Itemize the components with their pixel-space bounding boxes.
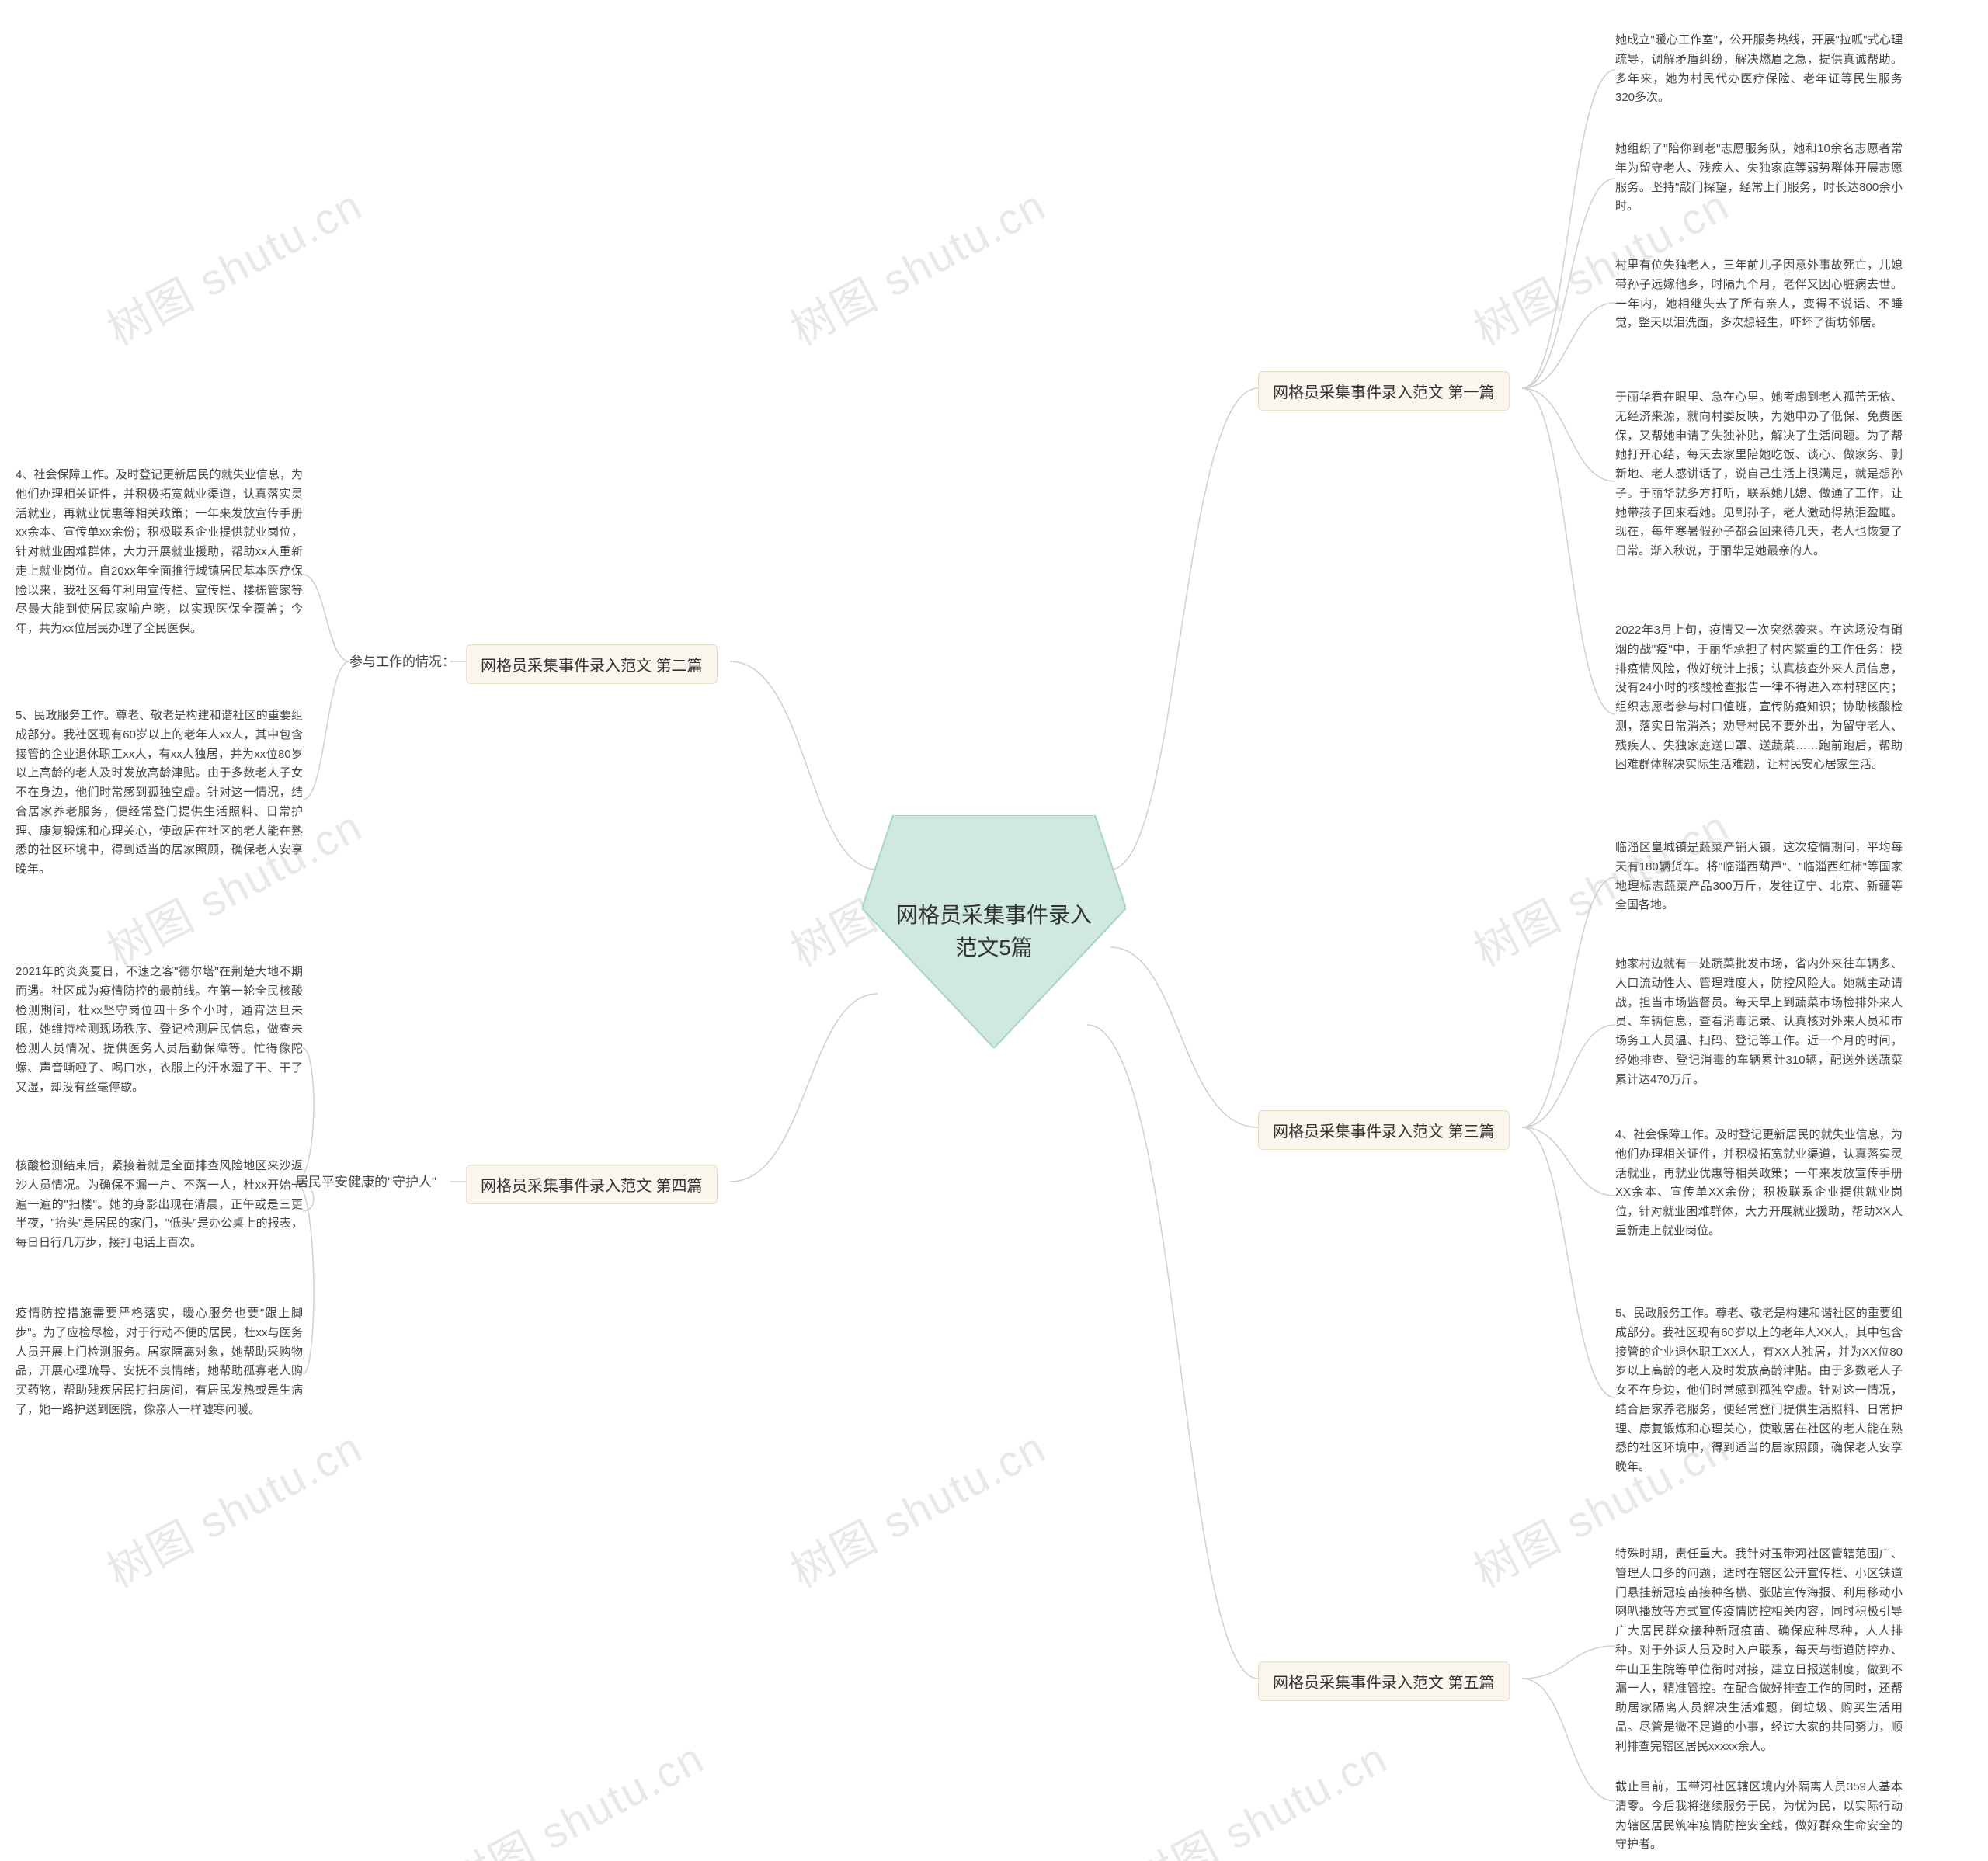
center-label: 网格员采集事件录入范文5篇	[862, 899, 1126, 964]
leaf-node[interactable]: 2022年3月上旬，疫情又一次突然袭来。在这场没有硝烟的战"疫"中，于丽华承担了…	[1615, 621, 1903, 775]
leaf-node[interactable]: 于丽华看在眼里、急在心里。她考虑到老人孤苦无依、无经济来源，就向村委反映，为她申…	[1615, 388, 1903, 561]
branch-title-5[interactable]: 网格员采集事件录入范文 第五篇	[1258, 1661, 1510, 1701]
branch-title-1[interactable]: 网格员采集事件录入范文 第一篇	[1258, 371, 1510, 411]
leaf-node[interactable]: 5、民政服务工作。尊老、敬老是构建和谐社区的重要组成部分。我社区现有60岁以上的…	[1615, 1304, 1903, 1477]
watermark: 树图 shutu.cn	[436, 1724, 714, 1861]
leaf-node[interactable]: 4、社会保障工作。及时登记更新居民的就失业信息，为他们办理相关证件，并积极拓宽就…	[16, 466, 303, 639]
sub-label-2[interactable]: 参与工作的情况：	[349, 651, 455, 670]
leaf-node[interactable]: 临淄区皇城镇是蔬菜产销大镇，这次疫情期间，平均每天有180辆货车。将"临淄西葫芦…	[1615, 838, 1903, 915]
leaf-node[interactable]: 她成立"暖心工作室"，公开服务热线，开展"拉呱"式心理疏导，调解矛盾纠纷，解决燃…	[1615, 31, 1903, 108]
sub-label-4[interactable]: 居民平安健康的"守护人"	[295, 1171, 436, 1190]
leaf-node[interactable]: 截止目前，玉带河社区辖区境内外隔离人员359人基本清零。今后我将继续服务于民，为…	[1615, 1778, 1903, 1855]
branch-title-3[interactable]: 网格员采集事件录入范文 第三篇	[1258, 1110, 1510, 1150]
leaf-node[interactable]: 核酸检测结束后，紧接着就是全面排查风险地区来沙返沙人员情况。为确保不漏一户、不落…	[16, 1157, 303, 1253]
branch-title-4[interactable]: 网格员采集事件录入范文 第四篇	[466, 1165, 718, 1204]
watermark: 树图 shutu.cn	[1120, 1724, 1397, 1861]
branch-title-2[interactable]: 网格员采集事件录入范文 第二篇	[466, 644, 718, 684]
leaf-node[interactable]: 她家村边就有一处蔬菜批发市场，省内外来往车辆多、人口流动性大、管理难度大，防控风…	[1615, 955, 1903, 1089]
leaf-node[interactable]: 5、民政服务工作。尊老、敬老是构建和谐社区的重要组成部分。我社区现有60岁以上的…	[16, 707, 303, 880]
leaf-node[interactable]: 特殊时期，责任重大。我针对玉带河社区管辖范围广、管理人口多的问题，适时在辖区公开…	[1615, 1545, 1903, 1756]
leaf-node[interactable]: 疫情防控措施需要严格落实，暖心服务也要"跟上脚步"。为了应检尽检，对于行动不便的…	[16, 1304, 303, 1420]
center-node[interactable]: 网格员采集事件录入范文5篇	[862, 815, 1126, 1048]
leaf-node[interactable]: 村里有位失独老人，三年前儿子因意外事故死亡，儿媳带孙子远嫁他乡，时隔九个月，老伴…	[1615, 256, 1903, 333]
watermark: 树图 shutu.cn	[778, 171, 1055, 358]
watermark: 树图 shutu.cn	[95, 171, 372, 358]
mindmap-canvas: 树图 shutu.cn 树图 shutu.cn 树图 shutu.cn 树图 s…	[0, 0, 1988, 1861]
leaf-node[interactable]: 她组织了"陪你到老"志愿服务队，她和10余名志愿者常年为留守老人、残疾人、失独家…	[1615, 140, 1903, 217]
leaf-node[interactable]: 2021年的炎炎夏日，不速之客"德尔塔"在荆楚大地不期而遇。社区成为疫情防控的最…	[16, 963, 303, 1097]
leaf-node[interactable]: 4、社会保障工作。及时登记更新居民的就失业信息，为他们办理相关证件，并积极拓宽就…	[1615, 1126, 1903, 1241]
watermark: 树图 shutu.cn	[778, 1413, 1055, 1600]
watermark: 树图 shutu.cn	[95, 1413, 372, 1600]
